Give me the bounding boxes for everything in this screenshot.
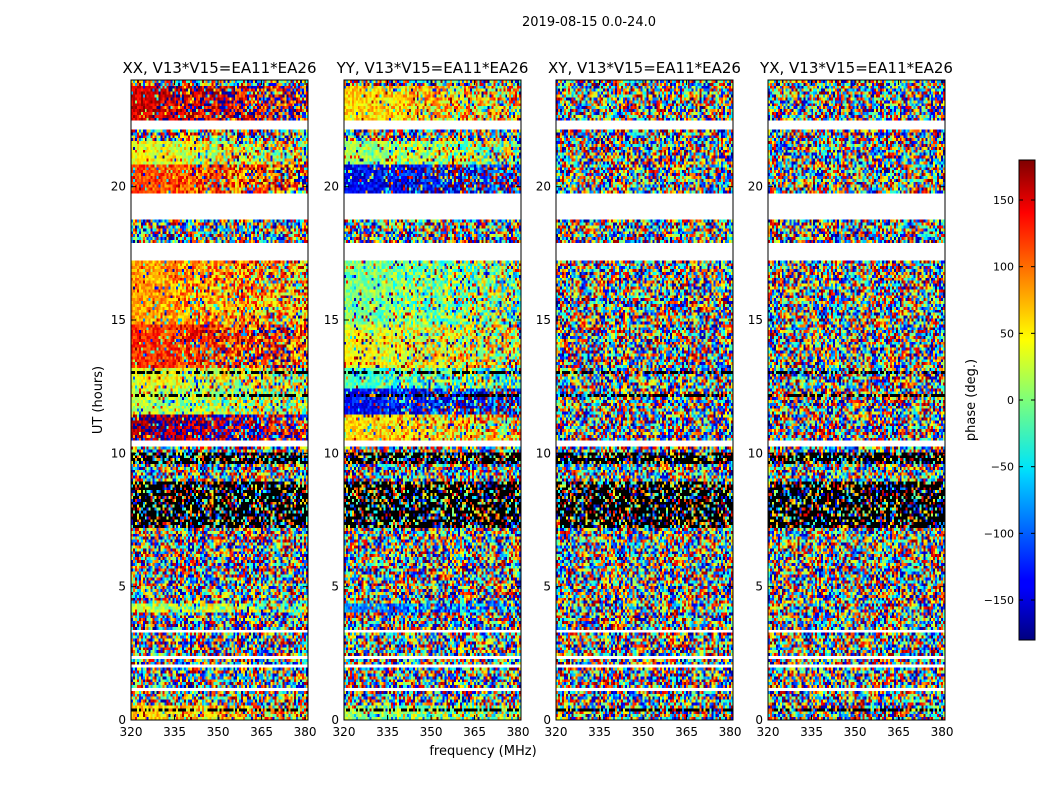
panel-xx: XX, V13*V15=EA11*EA26 320 335 350 365 380 0 5 10… xyxy=(111,59,317,739)
colorbar-label: phase (deg.) xyxy=(964,359,979,441)
colorbar: 150 100 50 0 −50 −100 −150 phase (deg.) xyxy=(964,159,1036,641)
panel-yx: YX, V13*V15=EA11*EA26 320 335 350 365 380 0 5 10… xyxy=(748,59,954,739)
panel-title: XY, V13*V15=EA11*EA26 xyxy=(548,59,741,77)
panels-group: XX, V13*V15=EA11*EA26 320 335 350 365 380 0 5 10… xyxy=(111,59,954,739)
y-tick-label: 15 xyxy=(536,313,551,327)
colorbar-tick-label: 50 xyxy=(1000,327,1014,340)
x-tick-label: 335 xyxy=(376,725,399,739)
y-tick-label: 0 xyxy=(755,713,763,727)
y-tick-label: 0 xyxy=(118,713,126,727)
x-tick-label: 350 xyxy=(420,725,443,739)
y-tick-label: 5 xyxy=(118,580,126,594)
x-tick-label: 335 xyxy=(800,725,823,739)
panel-title: XX, V13*V15=EA11*EA26 xyxy=(122,59,316,77)
x-tick-label: 380 xyxy=(719,725,742,739)
colorbar-tick-label: −100 xyxy=(984,527,1014,540)
panel-frame xyxy=(343,79,522,721)
heatmap-yx xyxy=(768,80,945,720)
x-tick-label: 380 xyxy=(294,725,317,739)
x-tick-label: 320 xyxy=(545,725,568,739)
y-tick-label: 15 xyxy=(111,313,126,327)
panel-title: YX, V13*V15=EA11*EA26 xyxy=(759,59,953,77)
x-tick-label: 365 xyxy=(250,725,273,739)
heatmap-xy xyxy=(556,80,733,720)
x-tick-label: 320 xyxy=(333,725,356,739)
y-tick-label: 15 xyxy=(324,313,339,327)
x-tick-label: 365 xyxy=(887,725,910,739)
y-tick-label: 5 xyxy=(755,580,763,594)
x-tick-label: 350 xyxy=(207,725,230,739)
y-tick-label: 15 xyxy=(748,313,763,327)
y-tick-label: 0 xyxy=(331,713,339,727)
colorbar-tick-label: 100 xyxy=(993,261,1014,274)
colorbar-tick-label: −50 xyxy=(991,461,1014,474)
panel-title: YY, V13*V15=EA11*EA26 xyxy=(336,59,529,77)
y-tick-label: 0 xyxy=(543,713,551,727)
figure-suptitle: 2019-08-15 0.0-24.0 xyxy=(522,15,656,30)
y-tick-label: 10 xyxy=(324,446,339,460)
heatmap-xx xyxy=(131,80,308,720)
x-tick-label: 350 xyxy=(844,725,867,739)
y-tick-label: 5 xyxy=(543,580,551,594)
x-axis-label: frequency (MHz) xyxy=(429,744,536,759)
x-tick-label: 365 xyxy=(463,725,486,739)
panel-yy: YY, V13*V15=EA11*EA26 320 335 350 365 380 0 5 10… xyxy=(324,59,530,739)
x-tick-label: 365 xyxy=(675,725,698,739)
x-tick-label: 320 xyxy=(120,725,143,739)
y-tick-label: 20 xyxy=(748,180,763,194)
y-tick-label: 10 xyxy=(748,446,763,460)
y-tick-label: 20 xyxy=(536,180,551,194)
panel-frame xyxy=(555,79,734,721)
x-tick-label: 335 xyxy=(163,725,186,739)
colorbar-tick-label: 150 xyxy=(993,194,1014,207)
x-tick-label: 380 xyxy=(507,725,530,739)
x-tick-label: 335 xyxy=(588,725,611,739)
panel-xy: XY, V13*V15=EA11*EA26 320 335 350 365 380 0 5 10… xyxy=(536,59,742,739)
y-tick-label: 20 xyxy=(324,180,339,194)
y-tick-label: 5 xyxy=(331,580,339,594)
y-tick-label: 20 xyxy=(111,180,126,194)
panel-frame xyxy=(767,79,946,721)
colorbar-tick-label: 0 xyxy=(1007,394,1014,407)
panel-frame xyxy=(130,79,309,721)
colorbar-ticks: 150 100 50 0 −50 −100 −150 xyxy=(984,194,1035,607)
colorbar-tick-label: −150 xyxy=(984,594,1014,607)
y-tick-label: 10 xyxy=(111,446,126,460)
x-tick-label: 350 xyxy=(632,725,655,739)
y-tick-label: 10 xyxy=(536,446,551,460)
y-axis-label: UT (hours) xyxy=(91,366,106,434)
x-tick-label: 380 xyxy=(931,725,954,739)
heatmap-yy xyxy=(344,80,521,720)
x-tick-label: 320 xyxy=(757,725,780,739)
